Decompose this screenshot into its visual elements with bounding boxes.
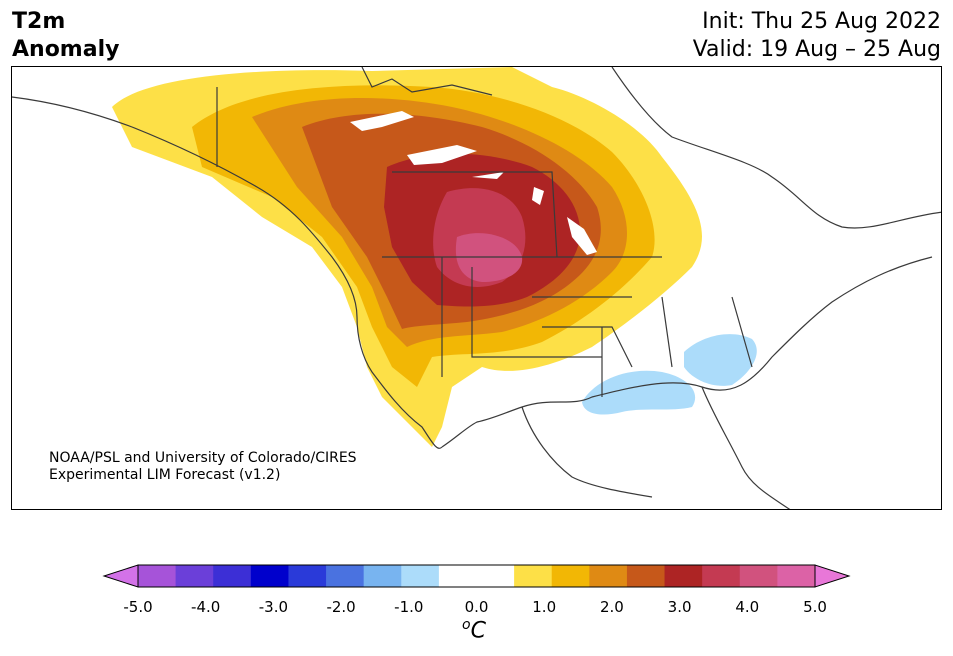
cold-anomaly-south [582,370,696,415]
colorbar-tick-label: 4.0 [735,598,760,616]
map-panel [11,66,942,510]
forecast-dates: Init: Thu 25 Aug 2022 Valid: 19 Aug – 25… [693,8,941,64]
colorbar-segment [213,565,252,587]
colorbar-segment [626,565,666,587]
map-title: T2m Anomaly [12,8,119,64]
lake [532,187,544,205]
colorbar-segment [326,565,365,587]
anomaly-map [12,67,941,509]
colorbar-segment [589,565,628,587]
init-date: Init: Thu 25 Aug 2022 [702,9,941,34]
colorbar-tick-label: 1.0 [532,598,557,616]
colorbar-segment [514,565,553,587]
colorbar-segment [401,565,440,587]
colorbar-segment [175,565,214,587]
credit-text: NOAA/PSL and University of Colorado/CIRE… [49,450,357,484]
colorbar-tick-label: -4.0 [191,598,221,616]
lake [407,145,477,165]
colorbar-segment [363,565,402,587]
colorbar-tick-label: 2.0 [599,598,624,616]
colorbar [102,564,851,588]
coastlines [12,67,941,509]
unit-label: oC [462,617,486,643]
colorbar-segment [476,565,515,587]
colorbar-segment [288,565,327,587]
colorbar-tick-label: -1.0 [394,598,424,616]
colorbar-segment [702,565,741,587]
colorbar-tick-label: 0.0 [464,598,489,616]
colorbar-tick-label: -5.0 [123,598,153,616]
lake [472,172,504,179]
colorbar-over-extension [814,564,851,588]
credit-line-1: NOAA/PSL and University of Colorado/CIRE… [49,450,357,466]
colorbar-segments [102,564,851,588]
colorbar-segment [551,565,590,587]
colorbar-under-extension [102,564,139,588]
colorbar-segment [138,565,177,587]
colorbar-segment [438,565,477,587]
anomaly-label: Anomaly [12,37,120,62]
lake [567,217,597,255]
colorbar-segment [250,565,289,587]
colorbar-tick-label: 5.0 [803,598,827,616]
cold-anomaly-east [684,334,757,386]
colorbar-segment [664,565,703,587]
colorbar-tick-label: -3.0 [258,598,289,616]
colorbar-tick-label: -2.0 [326,598,356,616]
variable-label: T2m [12,9,66,34]
lake [350,111,414,131]
colorbar-segment [739,565,778,587]
colorbar-tick-label: 3.0 [667,598,692,616]
valid-range: Valid: 19 Aug – 25 Aug [692,37,941,62]
unit-base: C [470,618,486,644]
unit-superscript: o [462,617,471,633]
colorbar-frame [137,564,816,588]
credit-line-2: Experimental LIM Forecast (v1.2) [49,467,281,483]
colorbar-segment [777,565,816,587]
